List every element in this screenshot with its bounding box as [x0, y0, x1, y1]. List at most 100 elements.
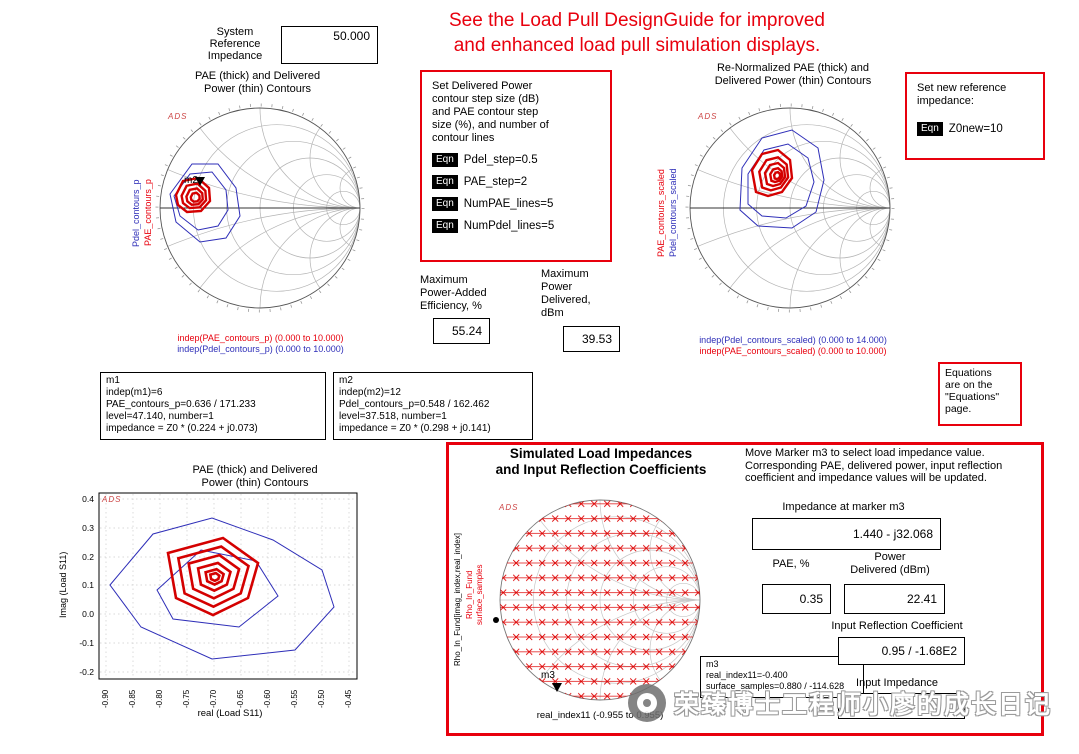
sim-chart-footer: real_index11 (-0.955 to 0.955): [536, 710, 664, 721]
y-tick: 0.2: [82, 552, 94, 562]
y-tick: 0.4: [82, 494, 94, 504]
marker-m3-readout: m3 real_index11=-0.400 surface_samples=0…: [700, 656, 864, 698]
eqn-pdel-step-label: Pdel_step=0.5: [463, 154, 538, 166]
sim-trace-label-black: Rho_In_Fund[imag_index,real_index]: [453, 533, 462, 667]
equations-note: Equations are on the "Equations" page.: [938, 362, 1022, 426]
m3-line: m3: [706, 659, 719, 669]
eqn-numpdel-lines[interactable]: Eqn NumPdel_lines=5: [432, 219, 600, 233]
right-chart-ylabel-blue: Pdel_contours_scaled: [668, 168, 678, 258]
left-chart-title: PAE (thick) and Delivered Power (thin) C…: [194, 70, 321, 95]
y-tick: 0.3: [82, 523, 94, 533]
m3-line: surface_samples=0.880 / -114.628: [706, 681, 845, 691]
power-delivered-value: 22.41: [906, 592, 937, 606]
new-reference-box: Set new reference impedance: Eqn Z0new=1…: [905, 72, 1045, 160]
x-tick: -0.75: [182, 689, 191, 708]
x-tick: -0.70: [209, 689, 218, 708]
left-chart-footer-red: indep(PAE_contours_p) (0.000 to 10.000): [177, 333, 344, 343]
right-chart-footer-red: indep(PAE_contours_scaled) (0.000 to 10.…: [699, 346, 887, 356]
x-tick: -0.45: [344, 689, 353, 708]
page-heading: See the Load Pull DesignGuide for improv…: [396, 8, 878, 58]
max-pae-value: 55.24: [451, 324, 482, 338]
left-chart-footer-blue: indep(Pdel_contours_p) (0.000 to 10.000): [177, 344, 344, 354]
camera-logo-icon: [628, 684, 666, 722]
left-smith-chart: [155, 103, 365, 313]
watermark: 荣臻博士工程师小廖的成长日记: [628, 684, 1052, 722]
x-tick: -0.90: [101, 689, 110, 708]
input-impedance-value-box: [838, 693, 965, 719]
x-tick: -0.80: [155, 689, 164, 708]
max-pae-value-box: 55.24: [433, 318, 490, 344]
y-tick: 0.1: [82, 580, 94, 590]
m1-line: indep(m1)=6: [106, 387, 163, 398]
eqn-numpdel-lines-label: NumPdel_lines=5: [463, 220, 555, 232]
pae-contours-scaled-thick: [752, 150, 792, 196]
eqn-numpae-lines[interactable]: Eqn NumPAE_lines=5: [432, 197, 600, 211]
right-chart-ylabel-red: PAE_contours_scaled: [656, 169, 666, 257]
m2-line: level=37.518, number=1: [339, 411, 447, 422]
sample-grid-markers: [500, 500, 700, 700]
input-reflection-value: 0.95 / -1.68E2: [881, 644, 957, 658]
left-chart-ylabel-blue: Pdel_contours_p: [131, 179, 141, 247]
ads-logo: ADS: [168, 112, 188, 121]
bottom-left-xlabel: real (Load S11): [197, 708, 263, 719]
m1-line: level=47.140, number=1: [106, 411, 214, 422]
eqn-badge: Eqn: [917, 122, 943, 136]
y-tick: 0.0: [82, 609, 94, 619]
eqn-z0new-label: Z0new=10: [948, 123, 1003, 135]
m3-line: real_index11=-0.400: [706, 670, 788, 680]
m2-line: Pdel_contours_p=0.548 / 162.462: [339, 399, 490, 410]
marker-m3-label[interactable]: m3: [541, 670, 555, 681]
right-smith-chart: [685, 103, 895, 313]
power-delivered-value-box: 22.41: [844, 584, 945, 614]
m1-line: impedance = Z0 * (0.224 + j0.073): [106, 423, 258, 434]
watermark-text: 荣臻博士工程师小廖的成长日记: [674, 691, 1053, 719]
eqn-pdel-step[interactable]: Eqn Pdel_step=0.5: [432, 153, 600, 167]
sim-box-instructions: Move Marker m3 to select load impedance …: [745, 447, 1003, 484]
sim-smith-chart[interactable]: [489, 489, 711, 711]
heading-line-1: See the Load Pull DesignGuide for improv…: [448, 10, 825, 31]
tick-ring: [685, 103, 895, 313]
pdel-contours-thin: [169, 163, 241, 243]
x-tick: -0.65: [236, 689, 245, 708]
marker-m3-triangle[interactable]: [552, 683, 562, 692]
x-tick: -0.60: [263, 689, 272, 708]
m2-line: indep(m2)=12: [339, 387, 401, 398]
m2-line: impedance = Z0 * (0.298 + j0.141): [339, 423, 491, 434]
system-reference-value: 50.000: [333, 29, 370, 43]
eqn-pae-step[interactable]: Eqn PAE_step=2: [432, 175, 600, 189]
m1-line: m1: [106, 375, 120, 386]
pdel-contours-thin: [109, 517, 335, 660]
marker-m2-readout: m2 indep(m2)=12 Pdel_contours_p=0.548 / …: [333, 372, 533, 440]
right-chart-title: Re-Normalized PAE (thick) and Delivered …: [714, 62, 872, 87]
pae-value: 0.35: [799, 592, 823, 606]
eqn-pae-step-label: PAE_step=2: [463, 176, 528, 188]
impedance-at-m3-label: Impedance at marker m3: [782, 501, 905, 513]
bottom-left-chart-title: PAE (thick) and Delivered Power (thin) C…: [192, 464, 318, 489]
x-tick: -0.55: [290, 689, 299, 708]
heading-line-2: and enhanced load pull simulation displa…: [453, 35, 821, 56]
y-tick: -0.2: [79, 667, 94, 677]
contour-step-box: Set Delivered Power contour step size (d…: [420, 70, 612, 262]
x-tick: -0.50: [317, 689, 326, 708]
max-power-label: Maximum Power Delivered, dBm: [541, 268, 591, 319]
ads-logo: ADS: [698, 112, 718, 121]
max-power-value-box: 39.53: [563, 326, 620, 352]
ads-logo: ADS: [499, 503, 519, 512]
pae-contours-thick: [176, 178, 210, 212]
m1-line: PAE_contours_p=0.636 / 171.233: [106, 399, 256, 410]
input-reflection-value-box: 0.95 / -1.68E2: [838, 637, 965, 665]
marker-m2-label[interactable]: m2: [184, 175, 198, 186]
input-reflection-label: Input Reflection Coefficient: [831, 620, 963, 632]
new-reference-text: Set new reference impedance:: [917, 82, 1007, 107]
sim-box-title: Simulated Load Impedances and Input Refl…: [495, 446, 707, 477]
eqn-z0new[interactable]: Eqn Z0new=10: [917, 122, 1033, 136]
impedance-at-m3-value: 1.440 - j32.068: [852, 527, 933, 541]
pae-contours-thick: [168, 538, 258, 615]
marker-m2-triangle[interactable]: [195, 177, 205, 186]
input-impedance-label: Input Impedance: [856, 677, 938, 689]
system-reference-value-box: 50.000: [281, 26, 378, 64]
y-tick: -0.1: [79, 638, 94, 648]
x-tick: -0.85: [128, 689, 137, 708]
power-delivered-label: Power Delivered (dBm): [850, 551, 930, 576]
